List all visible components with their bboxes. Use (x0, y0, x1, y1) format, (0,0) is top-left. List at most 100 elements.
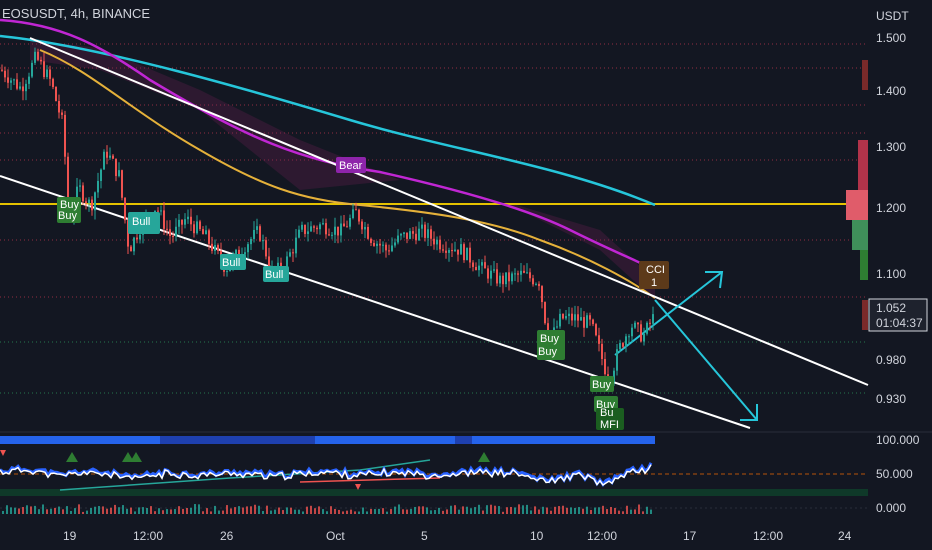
volume-bar (410, 508, 412, 514)
volume-bar (50, 508, 52, 514)
volume-bar (294, 509, 296, 514)
volume-bar (66, 506, 68, 514)
price-axis[interactable]: USDT 1.500 1.400 1.300 1.200 1.100 0.980… (876, 9, 909, 406)
candle-body (391, 245, 393, 252)
volume-bar (226, 505, 228, 514)
volume-bar (422, 506, 424, 514)
volume-bar (134, 511, 136, 514)
time-tick: 24 (838, 529, 852, 543)
volume-bar (250, 506, 252, 514)
candle-body (616, 349, 618, 371)
volume-bar (582, 508, 584, 514)
volume-bar (318, 506, 320, 514)
volume-bar (522, 505, 524, 514)
volume-bar (26, 505, 28, 514)
candle-body (295, 237, 297, 254)
volume-bar (298, 509, 300, 514)
candle-body (349, 218, 351, 227)
candle-body (556, 326, 558, 328)
candle-body (262, 240, 264, 242)
volume-bar (222, 510, 224, 514)
volume-bar (14, 507, 16, 514)
candle-body (406, 232, 408, 239)
volume-bar (162, 510, 164, 514)
volume-bars (2, 504, 652, 514)
candle-body (418, 228, 420, 241)
candle-body (379, 243, 381, 246)
time-tick: 5 (421, 529, 428, 543)
oscillator-line-white (0, 464, 652, 487)
svg-text:Bull: Bull (132, 216, 150, 228)
candle-body (652, 314, 654, 324)
volume-bar (546, 507, 548, 514)
volume-bar (158, 508, 160, 514)
price-tick: 1.500 (876, 31, 906, 45)
volume-bar (502, 511, 504, 514)
candle-body (637, 322, 639, 325)
time-tick: 12:00 (133, 529, 163, 543)
candle-body (433, 238, 435, 245)
candle-body (493, 269, 495, 271)
candle-body (532, 278, 534, 285)
candle-body (457, 249, 459, 255)
candle-body (649, 322, 651, 324)
volume-bar (486, 505, 488, 514)
volume-bar (126, 508, 128, 514)
candle-body (100, 169, 102, 181)
volume-bar (566, 507, 568, 514)
volume-bar (398, 504, 400, 514)
volume-bar (626, 505, 628, 514)
volume-bar (558, 506, 560, 514)
volume-bar (322, 509, 324, 514)
time-tick: 17 (683, 529, 697, 543)
volume-bar (638, 504, 640, 514)
candle-body (571, 313, 573, 321)
volume-bar (434, 510, 436, 514)
candle-body (517, 273, 519, 275)
candle-body (43, 61, 45, 78)
price-tick: 0.980 (876, 353, 906, 367)
candle-body (562, 313, 564, 319)
volume-bar (2, 510, 4, 514)
volume-bar (402, 509, 404, 514)
symbol-title[interactable]: EOSUSDT, 4h, BINANCE (2, 6, 151, 21)
candle-body (409, 231, 411, 239)
candle-body (178, 219, 180, 227)
volume-bar (314, 508, 316, 514)
volume-bar (46, 509, 48, 514)
candle-body (34, 51, 36, 63)
candle-body (364, 226, 366, 230)
candle-body (415, 233, 417, 241)
volume-bar (494, 505, 496, 514)
volume-bar (182, 508, 184, 514)
buy-signal-label: Buy (590, 376, 614, 392)
indicator-axis[interactable]: 100.000 50.000 0.000 (876, 433, 920, 515)
indicator-tick: 0.000 (876, 501, 906, 515)
green-gridlines (0, 341, 868, 394)
candle-body (307, 231, 309, 234)
candle-body (253, 229, 255, 239)
volume-bar (438, 507, 440, 514)
candle-body (169, 229, 171, 236)
candle-body (646, 322, 648, 334)
time-tick: 19 (63, 529, 77, 543)
candle-body (334, 226, 336, 235)
volume-bar (586, 506, 588, 514)
volume-bar (482, 510, 484, 514)
candle-body (58, 101, 60, 113)
svg-text:Buy: Buy (540, 333, 559, 345)
time-axis[interactable]: 19 12:00 26 Oct 5 10 12:00 17 12:00 24 (63, 529, 852, 543)
volume-bar (594, 507, 596, 514)
volume-bar (354, 511, 356, 514)
volume-bar (506, 507, 508, 514)
candle-body (4, 70, 6, 78)
volume-bar (10, 507, 12, 514)
candle-body (325, 223, 327, 235)
candle-body (454, 249, 456, 252)
candle-body (16, 79, 18, 89)
candle-body (472, 262, 474, 267)
volume-bar (166, 509, 168, 514)
volume-bar (454, 505, 456, 514)
